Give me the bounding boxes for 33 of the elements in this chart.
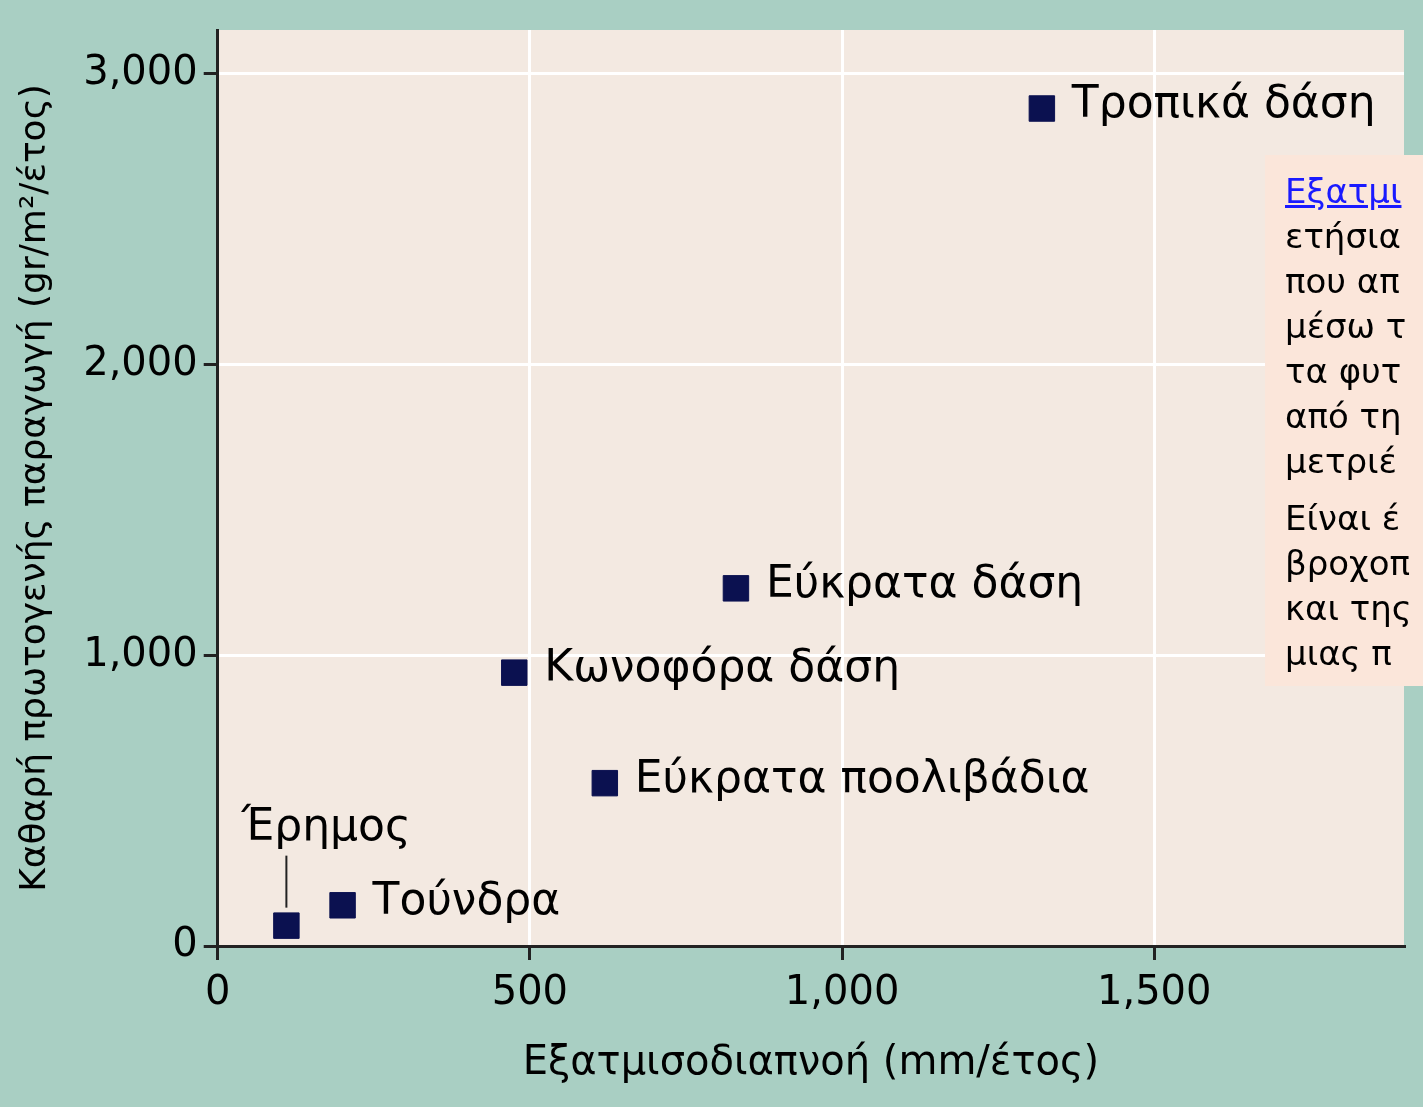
x-tick-label: 1,500 <box>1097 967 1212 1014</box>
x-tick-label: 0 <box>204 967 231 1014</box>
annotation: μετριέ <box>1285 440 1398 483</box>
point <box>273 912 300 939</box>
annotation: Έρημος <box>240 799 411 851</box>
annotation: από τη <box>1285 395 1403 438</box>
annotation: μέσω τ <box>1285 305 1408 348</box>
annotation: Εύκρατα δάση <box>765 555 1084 607</box>
annotation: Είναι έ <box>1285 497 1402 540</box>
y-tick-label: 0 <box>172 919 198 966</box>
x-tick-label: 500 <box>491 967 569 1014</box>
point <box>501 659 528 686</box>
y-tick-label: 1,000 <box>83 628 198 675</box>
y-tick-label: 2,000 <box>83 337 198 384</box>
y-tick-label: 3,000 <box>83 47 198 94</box>
annotation: Κωνοφόρα δάση <box>544 640 901 692</box>
annotation: Εξατμι <box>1285 170 1403 213</box>
annotation: ετήσια <box>1285 215 1402 258</box>
point <box>329 892 356 919</box>
annotation: και της <box>1285 587 1413 630</box>
x-axis-title: Εξατμισοδιαπνοή (mm/έτος) <box>522 1037 1100 1084</box>
annotation: Τούνδρα <box>371 872 561 924</box>
y-axis-title: Καθαρή πρωτογενής παραγωγή (gr/m²/έτος) <box>11 84 53 892</box>
point <box>591 769 619 797</box>
annotation: Εύκρατα ποολιβάδια <box>634 750 1090 802</box>
point <box>722 575 750 602</box>
annotation: που απ <box>1285 260 1401 303</box>
x-tick-label: 1,000 <box>784 967 900 1014</box>
point <box>1028 95 1056 122</box>
annotation: μιας π <box>1285 632 1393 675</box>
annotation: τα φυτ <box>1285 350 1403 393</box>
annotation: Τροπικά δάση <box>1070 75 1376 127</box>
annotation: βροχοπ <box>1285 542 1411 585</box>
